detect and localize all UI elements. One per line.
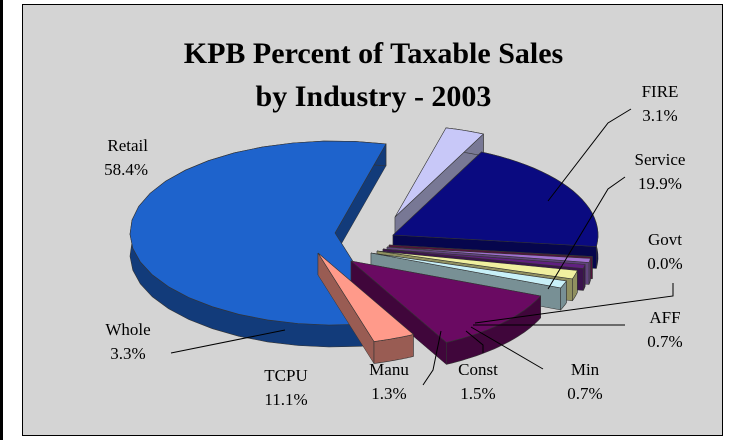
label-min: Min (571, 360, 600, 379)
pie-slices (129, 126, 599, 365)
leader-service (547, 176, 626, 290)
label-pct-govt: 0.0% (647, 254, 682, 273)
leader-whole (170, 329, 286, 354)
label-pct-aff: 0.7% (647, 332, 682, 351)
chart-title-line2: by Industry - 2003 (255, 80, 492, 113)
slice-labels: Retail 58.4% FIRE 3.1% Service 19.9% Govt 0.0% A… (104, 82, 685, 409)
label-pct-fire: 3.1% (642, 106, 677, 125)
slice-whole (317, 252, 415, 365)
leader-min (470, 326, 544, 370)
label-pct-retail: 58.4% (104, 160, 148, 179)
label-retail: Retail (107, 136, 148, 155)
label-aff: AFF (649, 308, 680, 327)
label-pct-min: 0.7% (567, 384, 602, 403)
label-pct-whole: 3.3% (110, 344, 145, 363)
leader-govt (474, 283, 674, 324)
left-edge-bar (0, 0, 3, 440)
label-govt: Govt (648, 230, 682, 249)
label-pct-const: 1.5% (460, 384, 495, 403)
label-pct-manu: 1.3% (371, 384, 406, 403)
label-pct-service: 19.9% (638, 174, 682, 193)
label-pct-tcpu: 11.1% (264, 390, 307, 409)
label-fire: FIRE (642, 82, 679, 101)
leader-fire (547, 108, 632, 202)
leader-manu (422, 330, 442, 386)
chart-title-line1: KPB Percent of Taxable Sales (183, 37, 564, 70)
label-tcpu: TCPU (264, 366, 307, 385)
label-manu: Manu (369, 360, 409, 379)
slice-tcpu (349, 260, 542, 365)
chart-frame: KPB Percent of Taxable Sales by Industry… (22, 4, 723, 436)
label-whole: Whole (105, 320, 150, 339)
pie-chart: Retail 58.4% FIRE 3.1% Service 19.9% Govt 0.0% A… (104, 82, 685, 409)
leader-lines (170, 108, 674, 386)
label-const: Const (458, 360, 498, 379)
label-service: Service (635, 150, 686, 169)
leader-const (465, 330, 484, 353)
